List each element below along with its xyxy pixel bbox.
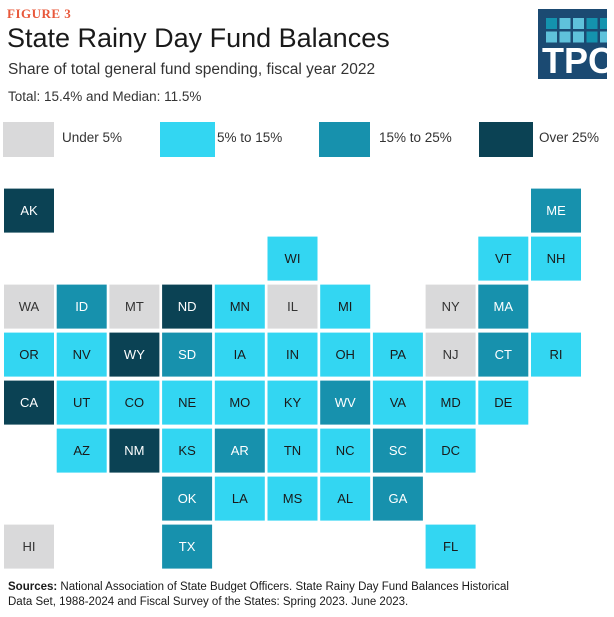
- svg-text:PA: PA: [390, 347, 407, 362]
- svg-text:WA: WA: [19, 299, 40, 314]
- svg-text:IN: IN: [286, 347, 299, 362]
- svg-text:CO: CO: [125, 395, 145, 410]
- svg-text:SD: SD: [178, 347, 196, 362]
- svg-text:NC: NC: [336, 443, 355, 458]
- svg-text:IL: IL: [287, 299, 298, 314]
- svg-text:MT: MT: [125, 299, 144, 314]
- svg-text:FL: FL: [443, 539, 458, 554]
- svg-text:WI: WI: [285, 251, 301, 266]
- svg-text:NH: NH: [547, 251, 566, 266]
- svg-text:HI: HI: [23, 539, 36, 554]
- svg-text:RI: RI: [550, 347, 563, 362]
- svg-text:MD: MD: [440, 395, 460, 410]
- svg-text:WV: WV: [335, 395, 356, 410]
- svg-text:ME: ME: [546, 203, 566, 218]
- svg-text:TX: TX: [179, 539, 196, 554]
- svg-text:ND: ND: [178, 299, 197, 314]
- svg-text:MS: MS: [283, 491, 303, 506]
- svg-text:AR: AR: [231, 443, 249, 458]
- svg-text:DC: DC: [441, 443, 460, 458]
- svg-text:TN: TN: [284, 443, 301, 458]
- svg-text:OK: OK: [178, 491, 197, 506]
- svg-text:ID: ID: [75, 299, 88, 314]
- svg-text:KY: KY: [284, 395, 302, 410]
- svg-text:MN: MN: [230, 299, 250, 314]
- svg-text:MI: MI: [338, 299, 352, 314]
- svg-text:AL: AL: [337, 491, 353, 506]
- svg-text:CA: CA: [20, 395, 38, 410]
- svg-text:VT: VT: [495, 251, 512, 266]
- svg-text:GA: GA: [389, 491, 408, 506]
- svg-text:LA: LA: [232, 491, 248, 506]
- svg-text:OR: OR: [19, 347, 39, 362]
- svg-text:NV: NV: [73, 347, 91, 362]
- svg-text:AK: AK: [20, 203, 38, 218]
- svg-text:AZ: AZ: [73, 443, 90, 458]
- svg-text:KS: KS: [178, 443, 196, 458]
- svg-text:MA: MA: [494, 299, 514, 314]
- svg-text:NJ: NJ: [443, 347, 459, 362]
- svg-text:MO: MO: [229, 395, 250, 410]
- svg-text:NY: NY: [442, 299, 460, 314]
- svg-text:NM: NM: [124, 443, 144, 458]
- svg-text:OH: OH: [335, 347, 355, 362]
- svg-text:WY: WY: [124, 347, 145, 362]
- svg-text:DE: DE: [494, 395, 512, 410]
- svg-text:NE: NE: [178, 395, 196, 410]
- svg-text:IA: IA: [234, 347, 247, 362]
- svg-text:VA: VA: [390, 395, 407, 410]
- svg-text:CT: CT: [495, 347, 512, 362]
- svg-text:SC: SC: [389, 443, 407, 458]
- svg-text:UT: UT: [73, 395, 90, 410]
